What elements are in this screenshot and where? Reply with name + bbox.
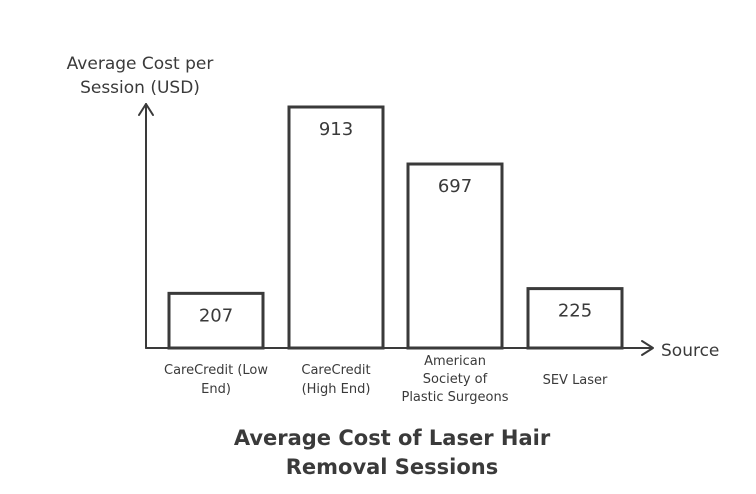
y-axis-arrowhead: [138, 103, 154, 116]
x-tick-label-1-line-1: CareCredit (Low: [164, 363, 268, 378]
x-tick-label-3-line-2: Society of: [423, 372, 488, 387]
bars-layer: 207 913 697 225: [167, 105, 624, 350]
x-tick-label-4-line-1: SEV Laser: [543, 373, 608, 388]
x-tick-label-1-line-2: End): [201, 382, 231, 397]
bar-value-label-4: 225: [558, 301, 592, 322]
x-tick-label-3-line-3: Plastic Surgeons: [401, 390, 508, 405]
x-tick-label-2-line-1: CareCredit: [301, 363, 370, 378]
bar-2: [287, 105, 385, 350]
x-axis-label: Source: [661, 341, 719, 361]
x-axis-arrowhead: [641, 340, 654, 356]
y-axis-label-line-2: Session (USD): [80, 78, 200, 98]
chart-title-line-2: Removal Sessions: [286, 455, 499, 479]
tick-labels: CareCredit (Low End) CareCredit (High End) A…: [164, 354, 608, 405]
bar-value-label-1: 207: [199, 305, 233, 326]
bar-value-label-2: 913: [319, 119, 353, 140]
chart-title-line-1: Average Cost of Laser Hair: [234, 426, 551, 450]
x-tick-label-3-line-1: American: [424, 354, 486, 369]
bar-value-label-3: 697: [438, 176, 472, 197]
y-axis-label-line-1: Average Cost per: [67, 54, 214, 74]
x-tick-label-2-line-2: (High End): [302, 382, 371, 397]
bar-3: [406, 162, 504, 350]
